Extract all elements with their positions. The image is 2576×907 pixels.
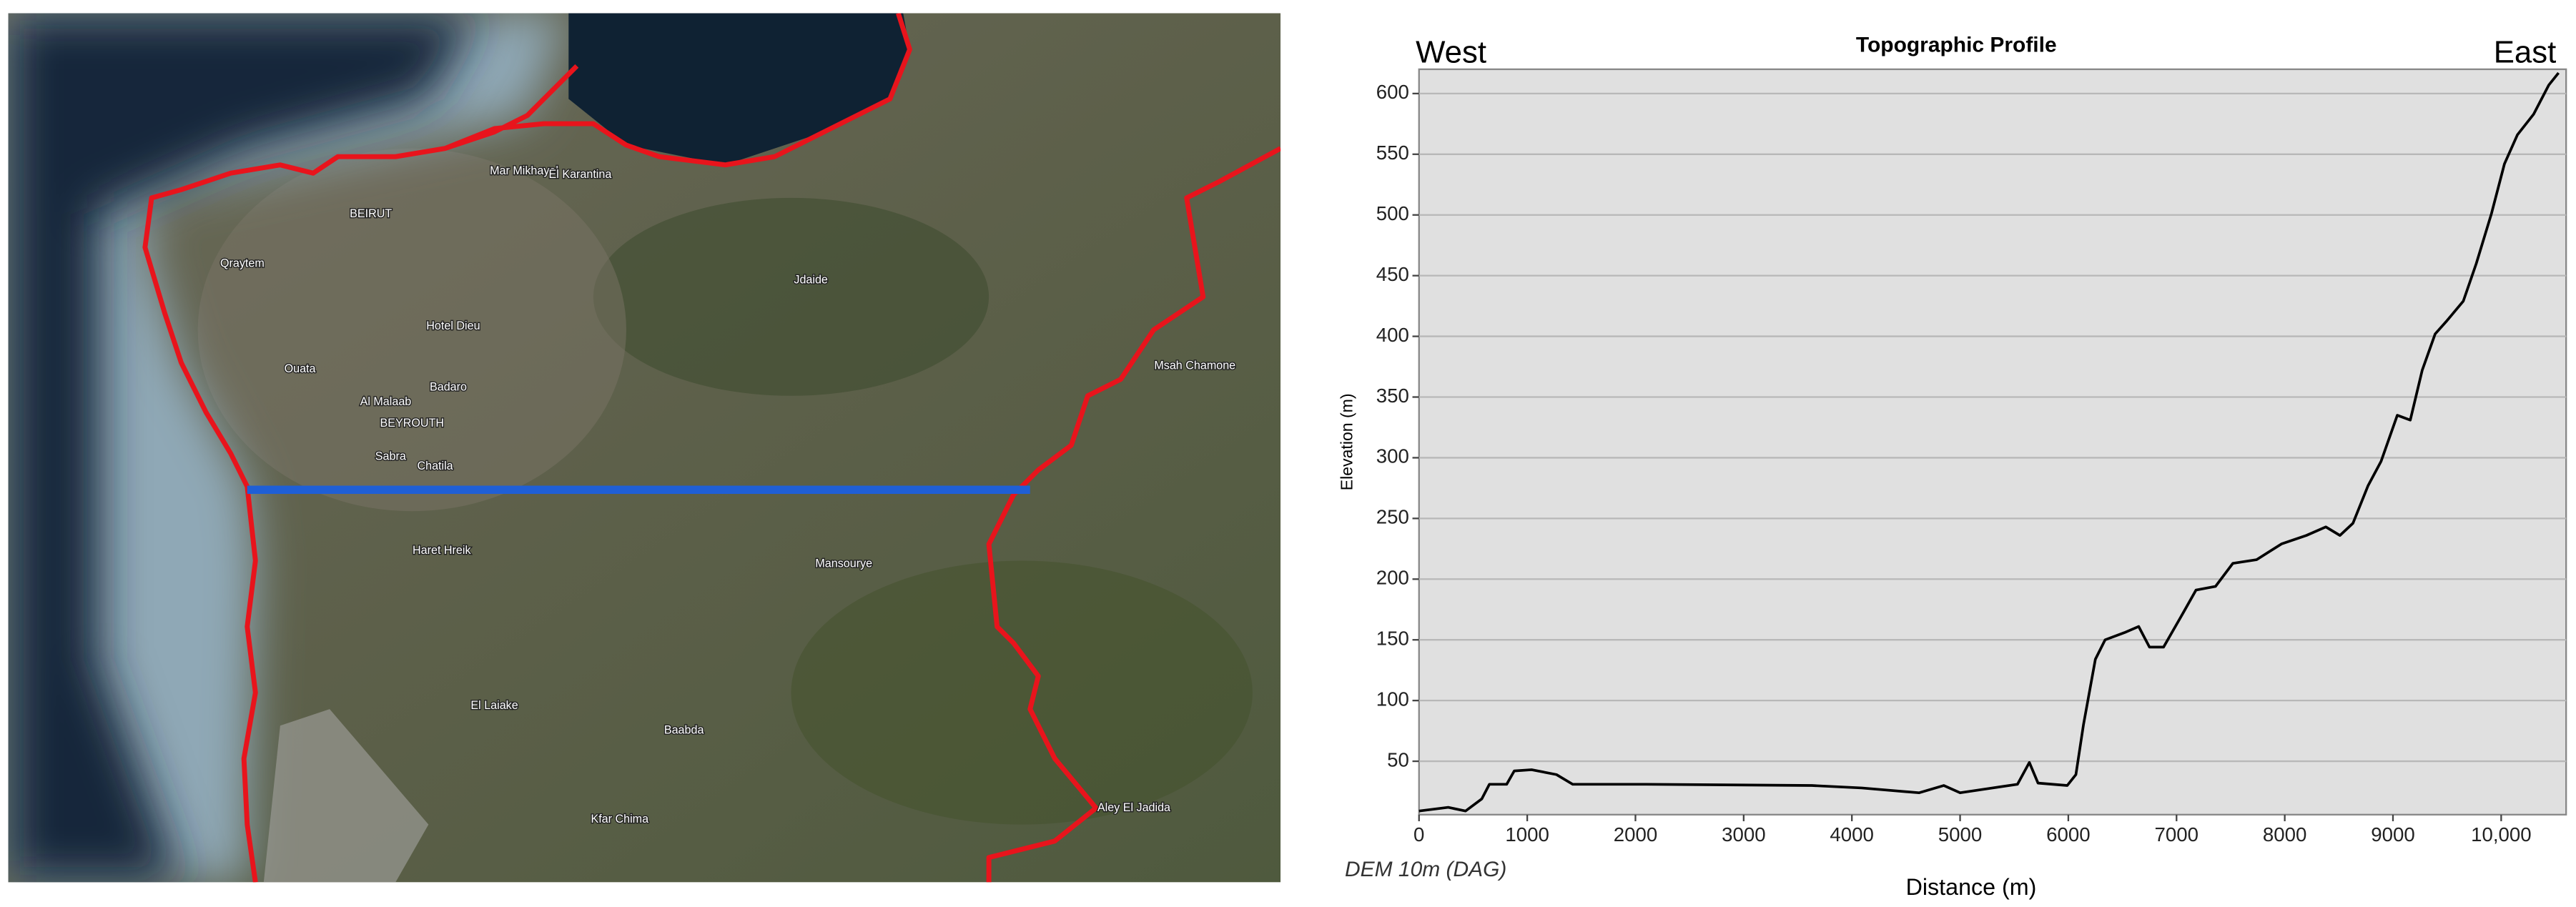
y-tick-label: 100 <box>1376 688 1409 710</box>
chart-title: Topographic Profile <box>1856 34 2057 57</box>
x-tick-label: 9000 <box>2371 823 2415 846</box>
sea <box>8 13 478 883</box>
x-tick-label: 10,000 <box>2471 823 2532 846</box>
y-tick-label: 450 <box>1376 263 1409 285</box>
place-label: Aley El Jadida <box>1097 801 1170 814</box>
place-label: BEYROUTH <box>380 417 445 430</box>
y-tick-label: 600 <box>1376 81 1409 103</box>
y-tick-label: 300 <box>1376 445 1409 467</box>
sea <box>568 13 910 165</box>
y-tick-label: 550 <box>1376 142 1409 164</box>
x-tick-label: 7000 <box>2155 823 2199 846</box>
y-axis-label: Elevation (m) <box>1338 393 1356 490</box>
airport <box>263 709 429 883</box>
annotation: DEM 10m (DAG) <box>1345 858 1506 881</box>
place-label: Jdaide <box>794 273 828 286</box>
map <box>8 13 1281 883</box>
x-tick-label: 2000 <box>1614 823 1658 846</box>
x-tick-label: 8000 <box>2263 823 2307 846</box>
place-label: El Laiake <box>470 699 518 712</box>
place-label: Baabda <box>664 723 704 736</box>
y-tick-label: 200 <box>1376 567 1409 589</box>
y-tick-label: 50 <box>1387 748 1409 770</box>
y-tick-label: 500 <box>1376 202 1409 224</box>
y-tick-label: 350 <box>1376 385 1409 407</box>
x-axis-label: Distance (m) <box>1906 874 2037 900</box>
vegetation <box>593 197 990 396</box>
place-label: Hotel Dieu <box>426 319 480 332</box>
place-label: Al Malaab <box>360 395 412 408</box>
annotation: West <box>1416 35 1486 70</box>
boundary <box>142 13 1281 883</box>
annotation: East <box>2494 35 2557 70</box>
place-label: Qraytem <box>220 257 265 269</box>
x-tick-label: 1000 <box>1505 823 1549 846</box>
shallow-water <box>8 13 569 883</box>
place-label: Msah Chamone <box>1154 359 1235 372</box>
place-label: El Karantina <box>549 168 612 181</box>
y-tick-label: 400 <box>1376 324 1409 346</box>
x-tick-label: 3000 <box>1722 823 1766 846</box>
place-label: Kfar Chima <box>591 813 648 826</box>
plot-area <box>1418 68 2567 816</box>
vegetation <box>791 560 1253 825</box>
place-label: Mar Mikhayel <box>490 164 558 177</box>
profile-line <box>1418 71 2560 813</box>
y-tick-label: 150 <box>1376 628 1409 650</box>
y-tick-label: 250 <box>1376 506 1409 528</box>
place-label: BEIRUT <box>350 207 392 220</box>
place-label: Badaro <box>430 380 467 393</box>
x-tick-label: 5000 <box>1938 823 1983 846</box>
place-label: Mansourye <box>815 557 872 570</box>
place-label: Chatila <box>417 460 453 472</box>
place-label: Sabra <box>375 450 406 462</box>
urban-area <box>197 148 626 512</box>
x-tick-label: 0 <box>1413 823 1424 846</box>
x-tick-label: 6000 <box>2046 823 2091 846</box>
place-label: Ouata <box>285 362 316 375</box>
x-tick-label: 4000 <box>1830 823 1874 846</box>
place-label: Haret Hreik <box>413 544 471 557</box>
